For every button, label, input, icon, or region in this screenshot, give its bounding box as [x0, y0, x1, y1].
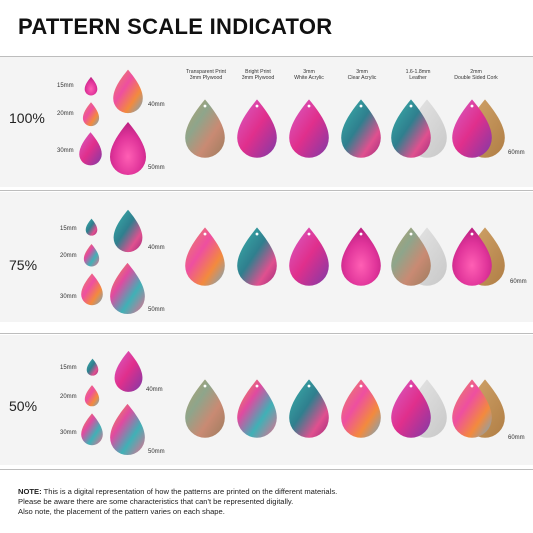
size-label: 15mm: [60, 226, 77, 232]
size-label: 20mm: [60, 253, 77, 259]
teardrop-cork: [452, 227, 492, 286]
size-label: 50mm: [148, 449, 165, 455]
teardrop-clear-acrylic: [341, 99, 381, 158]
teardrop-15mm: [85, 218, 98, 236]
teardrop-clear-acrylic: [341, 379, 381, 438]
size-label: 20mm: [57, 111, 74, 117]
size-label: 60mm: [508, 435, 525, 441]
teardrop-20mm: [84, 385, 100, 407]
teardrop-50mm: [110, 403, 145, 456]
teardrop-40mm: [114, 350, 143, 392]
teardrop-50mm: [110, 122, 146, 175]
divider: [0, 190, 533, 191]
teardrop-white-acrylic: [289, 227, 329, 286]
scale-label-100: 100%: [9, 110, 45, 126]
material-header-leather: 1.6-1.8mm Leather: [405, 69, 431, 81]
teardrop-bright-plywood: [237, 227, 277, 286]
teardrop-30mm: [81, 413, 103, 446]
disclaimer-note: NOTE: This is a digital representation o…: [18, 487, 518, 517]
teardrop-leather: [391, 379, 431, 438]
size-label: 40mm: [148, 245, 165, 251]
size-label: 60mm: [510, 279, 527, 285]
teardrop-white-acrylic: [289, 99, 329, 158]
teardrop-40mm: [113, 209, 143, 253]
material-header-bright-plywood: Bright Print 3mm Plywood: [241, 69, 275, 81]
size-label: 40mm: [148, 102, 165, 108]
material-header-cork: 2mm Double Sided Cork: [454, 69, 498, 81]
teardrop-transparent-plywood: [185, 99, 225, 158]
size-label: 40mm: [146, 387, 163, 393]
material-header-clear-acrylic: 3mm Clear Acrylic: [347, 69, 377, 81]
teardrop-30mm: [79, 132, 102, 166]
size-label: 30mm: [60, 294, 77, 300]
teardrop-20mm: [83, 243, 100, 267]
note-line-1: This is a digital representation of how …: [41, 487, 338, 496]
material-header-transparent-plywood: Transparent Print 3mm Plywood: [186, 69, 226, 81]
teardrop-15mm: [84, 76, 98, 96]
note-line-3: Also note, the placement of the pattern …: [18, 507, 225, 516]
size-label: 50mm: [148, 307, 165, 313]
size-label: 15mm: [60, 365, 77, 371]
teardrop-leather: [391, 227, 431, 286]
teardrop-white-acrylic: [289, 379, 329, 438]
teardrop-cork: [452, 99, 492, 158]
divider: [0, 333, 533, 334]
note-line-2: Please be aware there are some character…: [18, 497, 294, 506]
size-label: 30mm: [60, 430, 77, 436]
teardrop-transparent-plywood: [185, 227, 225, 286]
size-label: 30mm: [57, 148, 74, 154]
teardrop-clear-acrylic: [341, 227, 381, 286]
teardrop-20mm: [82, 102, 100, 127]
scale-label-75: 75%: [9, 257, 38, 273]
teardrop-50mm: [110, 262, 145, 315]
teardrop-15mm: [86, 358, 99, 376]
size-label: 20mm: [60, 394, 77, 400]
teardrop-cork: [452, 379, 492, 438]
size-label: 60mm: [508, 150, 525, 156]
size-label: 15mm: [57, 83, 74, 89]
teardrop-40mm: [113, 69, 143, 114]
divider: [0, 56, 533, 57]
note-label: NOTE:: [18, 487, 42, 496]
teardrop-bright-plywood: [237, 99, 277, 158]
material-header-white-acrylic: 3mm White Acrylic: [294, 69, 324, 81]
divider: [0, 469, 533, 470]
teardrop-leather: [391, 99, 431, 158]
teardrop-bright-plywood: [237, 379, 277, 438]
size-label: 50mm: [148, 165, 165, 171]
teardrop-transparent-plywood: [185, 379, 225, 438]
scale-label-50: 50%: [9, 398, 38, 414]
page-title: PATTERN SCALE INDICATOR: [18, 14, 333, 39]
teardrop-30mm: [81, 273, 103, 306]
